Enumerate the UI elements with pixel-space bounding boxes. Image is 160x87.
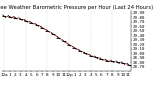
Title: Milwaukee Weather Barometric Pressure per Hour (Last 24 Hours): Milwaukee Weather Barometric Pressure pe… [0,5,154,10]
